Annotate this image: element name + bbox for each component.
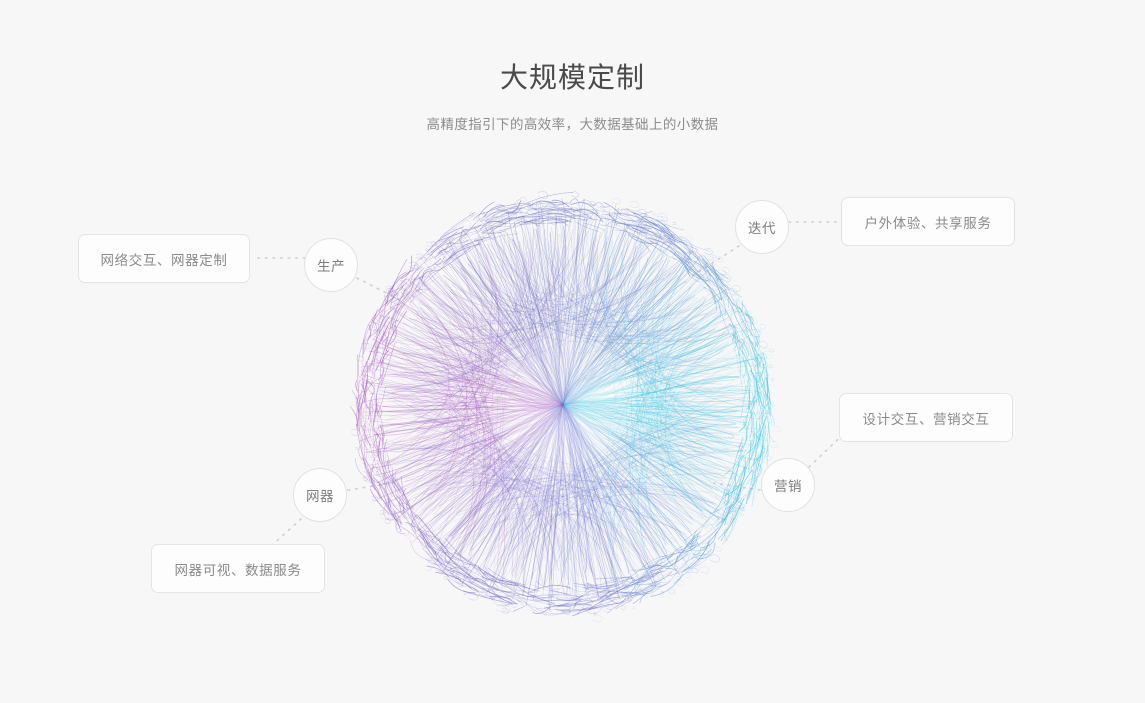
label-box-marketing-detail[interactable]: 设计交互、营销交互 [839, 393, 1013, 442]
connector-production-to-sphere [356, 277, 405, 303]
node-iteration[interactable]: 迭代 [735, 200, 789, 254]
label-box-iteration-detail[interactable]: 户外体验、共享服务 [841, 197, 1015, 246]
node-device[interactable]: 网器 [293, 468, 347, 522]
node-marketing[interactable]: 营销 [761, 458, 815, 512]
node-device-label: 网器 [306, 489, 334, 504]
label-box-marketing-text: 设计交互、营销交互 [862, 411, 990, 427]
label-box-iteration-text: 户外体验、共享服务 [864, 215, 992, 231]
node-iteration-label: 迭代 [748, 221, 776, 236]
connector-iteration-to-sphere [691, 245, 740, 277]
connector-device-to-sphere [347, 482, 395, 491]
network-sphere-graphic [338, 180, 788, 630]
label-box-device-text: 网器可视、数据服务 [174, 562, 302, 578]
page-subtitle: 高精度指引下的高效率，大数据基础上的小数据 [426, 117, 719, 132]
page-title: 大规模定制 [499, 62, 645, 93]
label-box-production-detail[interactable]: 网络交互、网器定制 [78, 234, 250, 283]
label-box-device-detail[interactable]: 网器可视、数据服务 [151, 544, 325, 593]
node-production-label: 生产 [317, 259, 345, 274]
node-marketing-label: 营销 [774, 479, 802, 494]
node-production[interactable]: 生产 [304, 238, 358, 292]
connector-marketing-to-sphere [713, 482, 761, 491]
label-box-production-text: 网络交互、网器定制 [100, 252, 228, 268]
